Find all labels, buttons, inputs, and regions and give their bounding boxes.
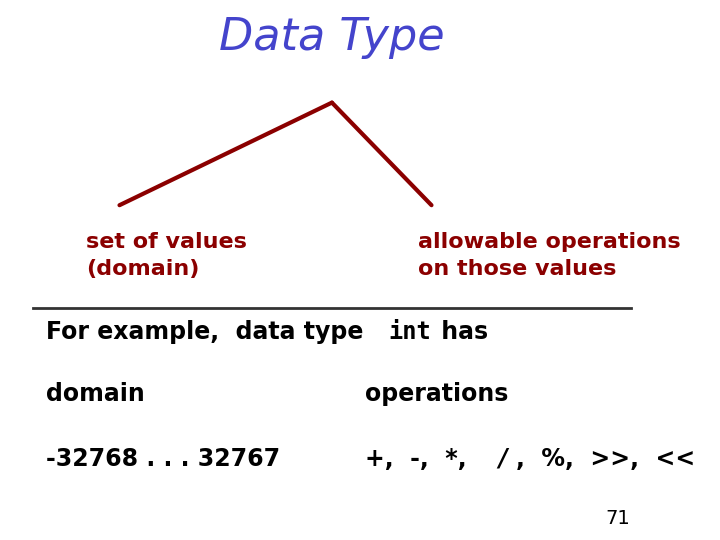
- Text: allowable operations
on those values: allowable operations on those values: [418, 232, 681, 279]
- Text: set of values
(domain): set of values (domain): [86, 232, 247, 279]
- Text: has: has: [433, 320, 489, 344]
- Text: domain: domain: [47, 382, 145, 406]
- Text: +,  -,  *,: +, -, *,: [365, 447, 483, 471]
- Text: Data Type: Data Type: [219, 16, 445, 59]
- Text: ,  %,  >>,  <<: , %, >>, <<: [516, 447, 696, 471]
- Text: /: /: [498, 447, 506, 471]
- Text: 71: 71: [605, 509, 630, 528]
- Text: For example,  data type: For example, data type: [47, 320, 372, 344]
- Text: int: int: [388, 320, 431, 344]
- Text: -32768 . . . 32767: -32768 . . . 32767: [47, 447, 281, 471]
- Text: operations: operations: [365, 382, 508, 406]
